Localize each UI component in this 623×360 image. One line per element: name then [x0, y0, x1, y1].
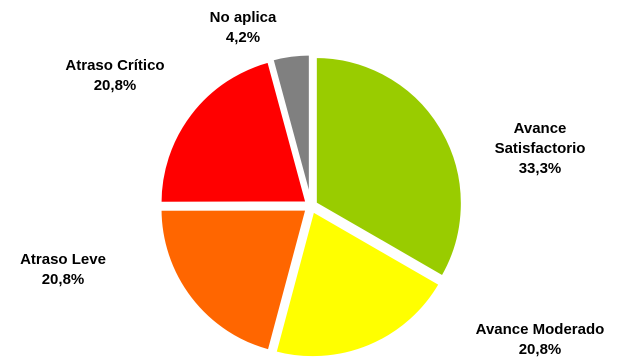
- pie-slice-atraso-leve: [158, 207, 309, 353]
- pie-slice-avance-moderado: [273, 208, 443, 360]
- slice-value-label: 20,8%: [42, 271, 85, 288]
- slice-category-label: Atraso Crítico: [65, 57, 164, 74]
- slice-category-label: Atraso Leve: [20, 251, 106, 268]
- slice-value-label: 4,2%: [226, 29, 260, 46]
- pie-slice-atraso-crítico: [158, 59, 309, 205]
- slice-value-label: 33,3%: [519, 160, 562, 177]
- pie-slices: [158, 52, 464, 360]
- slice-value-label: 20,8%: [519, 341, 562, 358]
- slice-category-label: No aplica: [210, 9, 277, 26]
- slice-category-label: Avance: [514, 120, 567, 137]
- slice-category-label: Avance Moderado: [476, 321, 605, 338]
- pie-slice-avance-satisfactorio: [313, 54, 464, 280]
- slice-value-label: 20,8%: [94, 77, 137, 94]
- pie-labels: Avance Satisfactorio 33,3% Avance Moderado 2…: [20, 9, 604, 358]
- pie-slice-no-aplica: [270, 52, 312, 202]
- slice-category-label: Satisfactorio: [495, 140, 586, 157]
